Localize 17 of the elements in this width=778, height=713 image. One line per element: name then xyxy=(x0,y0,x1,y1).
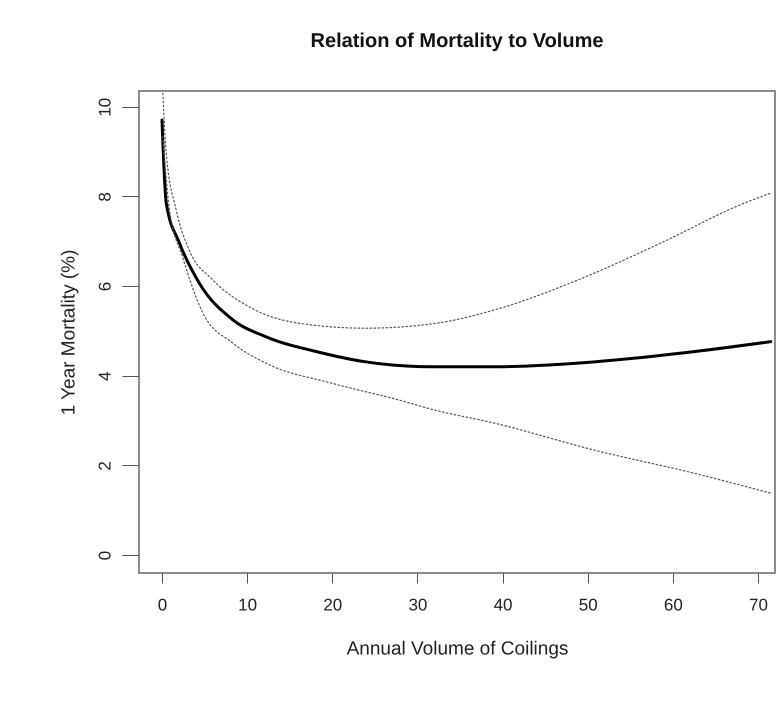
x-axis-title: Annual Volume of Coilings xyxy=(346,638,568,660)
y-tick-label: 2 xyxy=(96,461,114,471)
x-tick-label: 70 xyxy=(749,596,768,614)
x-tick-label: 10 xyxy=(238,596,258,614)
x-tick-label: 0 xyxy=(158,596,168,614)
chart-title: Relation of Mortality to Volume xyxy=(310,30,604,52)
x-tick-label: 30 xyxy=(408,596,428,614)
x-tick-label: 60 xyxy=(664,596,683,614)
y-tick-label: 8 xyxy=(96,192,114,202)
y-tick-label: 6 xyxy=(96,282,114,292)
x-tick-label: 20 xyxy=(323,596,342,614)
y-axis-title: 1 Year Mortality (%) xyxy=(58,250,80,416)
y-tick-label: 10 xyxy=(96,98,114,117)
x-tick-label: 50 xyxy=(578,596,598,614)
y-tick-label: 4 xyxy=(96,371,114,381)
x-tick-label: 40 xyxy=(494,596,513,614)
y-tick-label: 0 xyxy=(96,550,114,560)
